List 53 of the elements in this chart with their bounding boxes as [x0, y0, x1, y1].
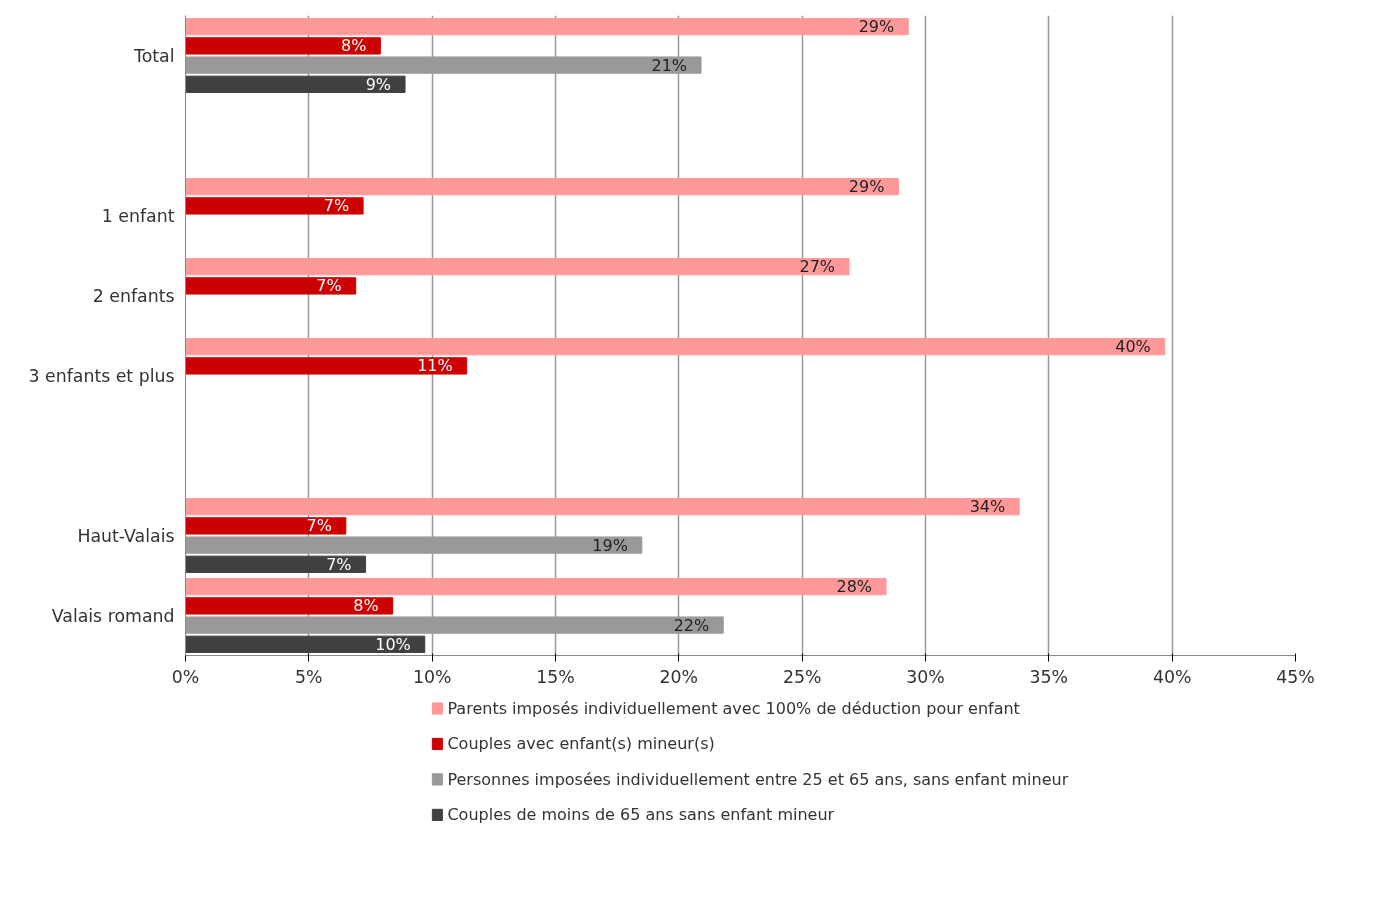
- bar: [185, 597, 394, 615]
- data-label: 7%: [323, 196, 350, 216]
- data-label: 40%: [1115, 337, 1151, 357]
- data-label: 34%: [969, 497, 1006, 517]
- x-tick-label: 10%: [412, 666, 452, 687]
- bar: [185, 338, 1166, 356]
- y-tick-label: 1 enfant: [101, 205, 175, 226]
- data-label: 8%: [340, 36, 367, 56]
- data-label: 10%: [375, 634, 411, 654]
- legend-label: Personnes imposées individuellement entre 25 et 65 ans, sans enfant mineur: [447, 769, 1069, 789]
- legend-label: Parents imposés individuellement avec 100% de déduction pour enfant: [447, 699, 1020, 718]
- y-tick-label: 3 enfants et plus: [28, 365, 175, 386]
- y-tick-label: Total: [133, 45, 175, 66]
- data-label: 19%: [592, 535, 628, 555]
- data-label: 27%: [799, 257, 836, 277]
- data-label: 9%: [365, 74, 392, 94]
- x-tick-label: 15%: [536, 666, 575, 687]
- data-label: 11%: [417, 356, 453, 376]
- bar: [185, 18, 909, 36]
- bar: [185, 357, 468, 375]
- data-label: 22%: [673, 615, 710, 635]
- y-tick-label: Valais romand: [51, 605, 175, 626]
- data-label: 7%: [316, 276, 342, 296]
- data-label: 7%: [326, 554, 352, 574]
- data-label: 21%: [651, 55, 688, 75]
- bar: [185, 75, 406, 93]
- bar: [185, 555, 367, 573]
- data-label: 7%: [306, 516, 332, 536]
- x-tick-label: 25%: [782, 666, 822, 687]
- bar: [185, 277, 357, 295]
- x-tick-label: 30%: [906, 666, 945, 687]
- x-tick-label: 20%: [659, 666, 699, 687]
- y-tick-label: Haut-Valais: [77, 525, 175, 546]
- x-tick-label: 0%: [171, 666, 200, 687]
- bar: [185, 517, 347, 535]
- data-label: 29%: [858, 17, 895, 37]
- x-tick-label: 35%: [1029, 666, 1069, 687]
- bar: [185, 578, 887, 596]
- x-tick-label: 5%: [295, 666, 323, 687]
- legend-label: Couples de moins de 65 ans sans enfant mineur: [447, 805, 835, 825]
- bar: [185, 37, 381, 55]
- bar: [185, 635, 426, 653]
- bar: [185, 498, 1020, 516]
- data-label: 8%: [353, 596, 379, 616]
- bar: [185, 197, 364, 215]
- x-tick-label: 45%: [1276, 666, 1315, 687]
- y-tick-label: 2 enfants: [92, 285, 175, 306]
- bar: [185, 178, 899, 196]
- data-label: 28%: [836, 577, 873, 597]
- legend-label: Couples avec enfant(s) mineur(s): [447, 734, 715, 754]
- x-tick-label: 40%: [1152, 666, 1192, 687]
- bar: [185, 258, 850, 276]
- data-label: 29%: [848, 177, 885, 197]
